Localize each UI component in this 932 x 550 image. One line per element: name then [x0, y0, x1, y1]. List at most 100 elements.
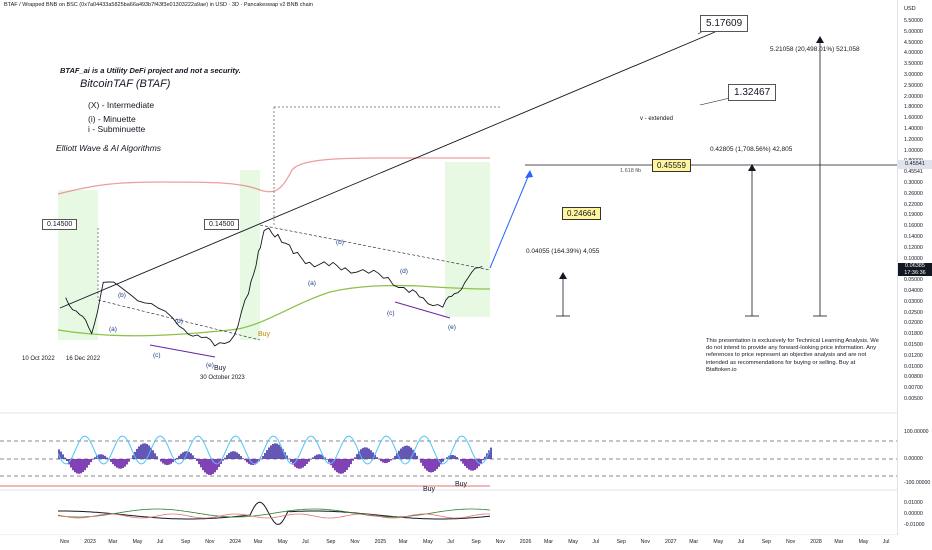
histogram-bar — [106, 457, 108, 459]
green-zone-2 — [240, 170, 260, 340]
histogram-bar — [272, 443, 274, 459]
price-tick: 0.01200 — [904, 352, 923, 359]
price-tick: 0.00500 — [904, 396, 923, 402]
price-tick: 4.50000 — [904, 39, 923, 46]
price-tick: 0.01000 — [904, 363, 923, 370]
time-tick: Sep — [761, 539, 772, 545]
histogram-bar — [146, 444, 148, 459]
disclaimer: This presentation is exclusively for Tec… — [706, 338, 879, 373]
time-tick: May — [277, 539, 288, 545]
histogram-bar — [454, 455, 456, 459]
price-tick: 1.80000 — [904, 104, 923, 111]
histogram-bar — [488, 450, 490, 459]
time-tick: May — [132, 539, 143, 545]
histogram-bar — [230, 451, 232, 459]
histogram-bar — [350, 459, 352, 465]
price-tick: 1.60000 — [904, 115, 923, 122]
time-tick: Jul — [737, 539, 745, 545]
target-box-4: 0.24664 — [562, 207, 601, 220]
extended-note: v - extended — [640, 116, 674, 122]
price-tick: 0.04000 — [904, 288, 923, 294]
histogram-bar — [280, 446, 282, 459]
histogram-bar — [86, 459, 88, 468]
osc1-tick: -100.00000 — [904, 480, 931, 486]
histogram-bar — [238, 453, 240, 459]
measure-arrow-3 — [556, 272, 570, 317]
histogram-bar — [256, 459, 258, 464]
histogram-bar — [318, 454, 320, 459]
measure-arrow-1 — [813, 36, 827, 317]
histogram-bar — [424, 459, 426, 469]
legend-subminuette: i - Subminuette — [88, 124, 146, 134]
histogram-bar — [62, 454, 64, 459]
histogram-bar — [410, 447, 412, 459]
buy-label-4: Buy — [455, 481, 468, 488]
histogram-bar — [184, 451, 186, 459]
histogram-bar — [248, 459, 250, 464]
histogram-bar — [88, 459, 90, 465]
time-tick: May — [858, 539, 869, 545]
wave-c-1: (c) — [153, 352, 161, 359]
currency-label: USD — [904, 6, 916, 12]
histogram-bar — [446, 457, 448, 459]
histogram-bar — [478, 459, 480, 467]
histogram-bar — [332, 459, 334, 468]
projection-arrow — [489, 171, 531, 269]
histogram-bar — [118, 459, 120, 469]
histogram-bar — [354, 457, 356, 459]
price-tick: 0.14000 — [904, 234, 923, 240]
target-box-2: 1.32467 — [728, 84, 777, 101]
price-tick: 0.05000 — [904, 277, 923, 284]
histogram-bar — [368, 448, 370, 459]
histogram-bar — [112, 459, 114, 465]
histogram-bar — [278, 444, 280, 459]
green-zone-3 — [445, 162, 490, 317]
histogram-bar — [152, 450, 154, 459]
histogram-bar — [226, 455, 228, 459]
histogram-bar — [142, 443, 144, 459]
histogram-bar — [90, 459, 92, 463]
price-tick: 0.01800 — [904, 331, 923, 338]
measure-label-2: 0.42805 (1,708.56%) 42,805 — [710, 146, 793, 153]
histogram-bar — [264, 453, 266, 459]
histogram-bar — [180, 453, 182, 459]
time-tick: Mar — [398, 539, 408, 545]
project-name: BitcoinTAF (BTAF) — [80, 78, 171, 90]
buy-label-2: Buy — [258, 331, 271, 338]
histogram-bar — [234, 451, 236, 459]
histogram-bar — [60, 451, 62, 459]
measure-arrow-2 — [745, 164, 759, 317]
oscillator-line — [57, 435, 491, 465]
histogram-bar — [338, 459, 340, 474]
chart-header: BTAF / Wrapped BNB on BSC (0x7a04433a582… — [4, 2, 313, 8]
histogram-bar — [370, 450, 372, 459]
time-tick: Mar — [108, 539, 118, 545]
histogram-bar — [148, 445, 150, 459]
date-label-1: 10 Oct 2022 — [22, 356, 55, 362]
histogram-bar — [472, 459, 474, 471]
histogram-bar — [110, 459, 112, 462]
histogram-bar — [328, 459, 330, 463]
histogram-bar — [322, 455, 324, 459]
time-tick: Nov — [786, 539, 796, 545]
histogram-bar — [202, 459, 204, 471]
histogram-bar — [408, 446, 410, 459]
time-tick: Jul — [592, 539, 600, 545]
histogram-bar — [132, 455, 134, 459]
histogram-bar — [326, 459, 328, 460]
histogram-bar — [194, 457, 196, 459]
price-tick: 0.02500 — [904, 309, 923, 316]
utility-note: BTAF_ai is a Utility DeFi project and no… — [60, 66, 241, 75]
wave-b-1: (b) — [118, 292, 126, 299]
histogram-bar — [154, 453, 156, 459]
wave-a-2: (a) — [308, 280, 316, 287]
time-tick: May — [423, 539, 433, 545]
price-axis[interactable] — [897, 0, 932, 535]
histogram-bar — [222, 459, 224, 461]
histogram-bar — [450, 455, 452, 459]
time-tick: Jul — [156, 539, 164, 545]
histogram-bar — [420, 459, 422, 463]
price-tick: 0.03000 — [904, 298, 923, 305]
histogram-bar — [268, 447, 270, 459]
histogram-bar — [396, 453, 398, 459]
